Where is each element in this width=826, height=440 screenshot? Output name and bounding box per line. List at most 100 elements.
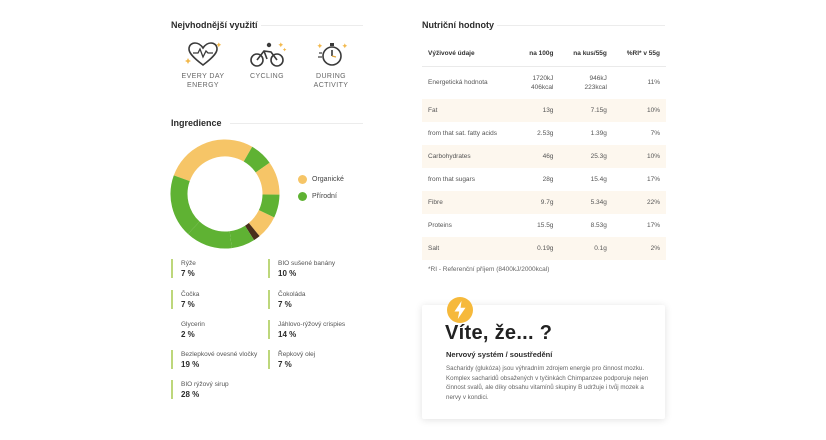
per-100g-value: 13g <box>516 99 560 122</box>
ri-value: 11% <box>647 79 660 87</box>
nutrition-divider <box>497 25 665 26</box>
use-label-line1: DURING ACTIVITY <box>313 73 349 89</box>
per-100g-kj: 1720kJ <box>532 74 554 82</box>
legend-natural: Přírodní <box>298 192 337 201</box>
donut-slice-3 <box>170 139 280 249</box>
use-during-activity: DURING ACTIVITY <box>298 40 364 90</box>
ingredient-name: Jáhlovo-rýžový crispies <box>278 321 346 328</box>
use-every-day-energy: EVERY DAY ENERGY <box>170 40 236 90</box>
ingredient-name: Čočka <box>181 291 200 298</box>
legend-organic-swatch <box>298 175 307 184</box>
heart-pulse-icon <box>185 42 222 67</box>
did-you-know-text: Sacharidy (glukóza) jsou výhradním zdroj… <box>446 365 649 401</box>
ingredient-percent: 7 % <box>181 300 195 309</box>
table-row: from that sugars 28g 15.4g 17% <box>422 168 666 191</box>
ingredient-item: Rýže 7 % <box>171 259 261 278</box>
ingredient-name: Glycerin <box>181 321 205 328</box>
per-100g-value: 15.5g <box>537 222 554 229</box>
ri-value: 22% <box>612 191 666 214</box>
ingredient-item: Glycerin 2 % <box>173 320 263 339</box>
ri-value: 10% <box>612 145 666 168</box>
ingredient-item: Jáhlovo-rýžový crispies 14 % <box>268 320 358 339</box>
lightning-icon <box>447 297 473 323</box>
legend-natural-label: Přírodní <box>312 193 337 200</box>
ingredient-name: Čokoláda <box>278 291 306 298</box>
per-piece-value: 7.15g <box>559 99 613 122</box>
ri-value: 2% <box>612 237 666 260</box>
table-row: from that sat. fatty acids 2.53g 1.39g 7… <box>422 122 666 145</box>
ingredient-percent: 19 % <box>181 360 200 369</box>
ingredient-name: Bezlepkové ovesné vločky <box>181 351 258 358</box>
ingredients-divider <box>230 123 363 124</box>
nutrient-name: Energetická hodnota <box>428 79 488 87</box>
per-piece-cell: 946kJ 223kcal <box>559 66 612 99</box>
ingredient-percent: 28 % <box>181 390 200 399</box>
nutrient-name: Proteins <box>428 222 452 229</box>
nutrient-name: Fat <box>422 99 517 122</box>
ingredient-item: Čočka 7 % <box>171 290 261 309</box>
header-per-100g: na 100g <box>516 42 560 67</box>
did-you-know-card <box>422 305 665 419</box>
per-piece-value: 1.39g <box>590 130 607 137</box>
ri-value: 7% <box>650 130 660 137</box>
per-piece-value: 15.4g <box>590 176 607 183</box>
ingredient-item: Čokoláda 7 % <box>268 290 358 309</box>
best-use-title: Nejvhodnější využití <box>171 20 258 30</box>
table-row: Carbohydrates 46g 25.3g 10% <box>422 145 666 168</box>
nutrition-header-row: Výživové údaje na 100g na kus/55g %RI* v… <box>422 42 666 67</box>
use-label-line1: CYCLING <box>250 73 284 80</box>
donut-slice-7 <box>170 139 280 249</box>
use-label-line2: ENERGY <box>187 82 219 89</box>
nutrition-title: Nutriční hodnoty <box>422 20 494 30</box>
ingredients-donut-chart <box>170 139 280 249</box>
ri-value: 17% <box>646 176 660 183</box>
ingredient-item: Bezlepkové ovesné vločky 19 % <box>171 350 261 369</box>
use-cycling: CYCLING <box>234 40 300 81</box>
per-piece-value: 5.34g <box>559 191 613 214</box>
header-ri: %RI* v 55g <box>612 42 666 67</box>
ingredient-percent: 2 % <box>181 330 195 339</box>
nutrition-footnote: *RI - Referenční příjem (8400kJ/2000kcal… <box>428 266 550 273</box>
nutrient-name: from that sat. fatty acids <box>428 130 497 137</box>
table-row: Salt 0.19g 0.1g 2% <box>422 237 666 260</box>
nutrient-name: Carbohydrates <box>422 145 517 168</box>
ingredient-percent: 10 % <box>278 269 297 278</box>
table-row: Fat 13g 7.15g 10% <box>422 99 666 122</box>
ingredient-item: Řepkový olej 7 % <box>268 350 358 369</box>
nutrient-name: from that sugars <box>428 176 475 183</box>
per-100g-value: 2.53g <box>537 130 554 137</box>
best-use-divider <box>261 25 363 26</box>
ingredient-item: BIO rýžový sirup 28 % <box>171 380 261 399</box>
per-piece-kcal: 223kcal <box>584 83 607 91</box>
stopwatch-icon <box>317 43 348 66</box>
ingredient-percent: 7 % <box>278 300 292 309</box>
ingredient-name: Řepkový olej <box>278 351 316 358</box>
per-100g-value: 9.7g <box>516 191 560 214</box>
ingredient-name: BIO rýžový sirup <box>181 381 229 388</box>
table-row: Energetická hodnota 1720kJ 406kcal 946kJ… <box>422 66 666 99</box>
use-label-line1: EVERY DAY <box>181 73 225 80</box>
per-100g-value: 0.19g <box>516 237 560 260</box>
header-nutrient: Výživové údaje <box>422 42 517 67</box>
cyclist-icon <box>250 42 287 67</box>
legend-organic-label: Organické <box>312 176 344 183</box>
per-piece-value: 0.1g <box>559 237 613 260</box>
per-piece-value: 25.3g <box>559 145 613 168</box>
did-you-know-title: Víte, že... ? <box>445 322 553 344</box>
per-100g-cell: 1720kJ 406kcal <box>517 66 559 99</box>
ingredient-item: BIO sušené banány 10 % <box>268 259 358 278</box>
per-100g-value: 46g <box>516 145 560 168</box>
ingredient-percent: 14 % <box>278 330 297 339</box>
legend-natural-swatch <box>298 192 307 201</box>
nutrient-name: Salt <box>422 237 517 260</box>
donut-slice-8 <box>170 139 280 249</box>
per-100g-value: 28g <box>542 176 554 183</box>
nutrient-name: Fibre <box>422 191 517 214</box>
per-piece-kj: 946kJ <box>589 74 607 82</box>
ingredient-percent: 7 % <box>181 269 195 278</box>
per-piece-value: 8.53g <box>590 222 607 229</box>
table-row: Fibre 9.7g 5.34g 22% <box>422 191 666 214</box>
ingredient-percent: 7 % <box>278 360 292 369</box>
ingredient-name: Rýže <box>181 260 196 267</box>
nutrition-table: Výživové údaje na 100g na kus/55g %RI* v… <box>422 42 666 260</box>
